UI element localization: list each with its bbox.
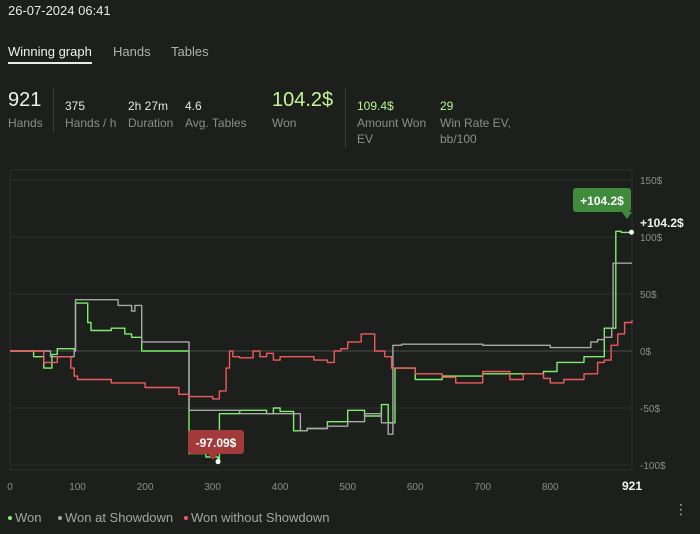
win-rate-ev-label: Win Rate EV, — [440, 116, 511, 130]
session-datetime: 26-07-2024 06:41 — [8, 3, 111, 18]
x-tick-label: 0 — [7, 482, 13, 493]
hands-per-hour-value: 375 — [65, 99, 86, 113]
y-tick-label: 0$ — [640, 347, 652, 358]
legend-won-at-showdown-label: Won at Showdown — [65, 510, 174, 525]
win-rate-ev-value: 29 — [440, 99, 454, 113]
y-tick-label: 100$ — [640, 233, 663, 244]
tab-hands[interactable]: Hands — [113, 44, 151, 59]
legend-won-label: Won — [15, 510, 42, 525]
x-tick-label: 600 — [407, 482, 424, 493]
max-value-label: +104.2$ — [580, 194, 624, 208]
max-point-marker — [629, 229, 634, 235]
active-tab-underline — [8, 62, 92, 64]
x-tick-label: 700 — [474, 482, 491, 493]
legend-won-at-showdown-dot — [58, 515, 62, 520]
min-value-label: -97.09$ — [196, 436, 237, 450]
x-tick-label: 921 — [622, 479, 642, 493]
x-tick-label: 500 — [339, 482, 356, 493]
series-won-without-showdown-line — [10, 320, 633, 400]
min-point-marker — [215, 459, 221, 465]
y-tick-label: 50$ — [640, 290, 657, 301]
min-value-badge — [188, 430, 244, 454]
duration-label: Duration — [128, 116, 174, 130]
max-value-badge-pointer — [622, 212, 632, 219]
x-tick-label: 300 — [204, 482, 221, 493]
duration-value: 2h 27m — [128, 99, 169, 113]
x-tick-label: 100 — [69, 482, 86, 493]
series-won-at-showdown-line — [10, 262, 632, 435]
series-won-line — [10, 230, 633, 463]
avg-tables-label: Avg. Tables — [185, 116, 247, 130]
win-rate-ev-label-2: bb/100 — [440, 132, 477, 146]
hands-label: Hands — [8, 116, 43, 130]
won-label: Won — [272, 116, 297, 130]
won-value: 104.2$ — [272, 89, 334, 111]
amount-won-ev-label: Amount Won — [357, 116, 427, 130]
tab-tables[interactable]: Tables — [171, 44, 209, 59]
amount-won-ev-value: 109.4$ — [357, 99, 394, 113]
end-value-label: +104.2$ — [640, 216, 684, 230]
amount-won-ev-label-2: EV — [357, 132, 374, 146]
stats-divider — [53, 88, 54, 132]
plot-frame — [9, 169, 633, 471]
winning-graph-chart: 150$ 100$ 50$ 0$ -50$ -100$ 0 100 200 300 400 500 60… — [7, 169, 684, 493]
avg-tables-value: 4.6 — [185, 99, 202, 113]
tab-winning-graph[interactable]: Winning graph — [8, 44, 92, 59]
hands-per-hour-label: Hands / h — [65, 116, 117, 130]
x-tick-label: 800 — [542, 482, 559, 493]
legend-won[interactable]: Won — [8, 510, 42, 525]
legend-won-dot — [8, 515, 12, 520]
legend-won-at-showdown[interactable]: Won at Showdown — [58, 510, 173, 525]
legend-won-without-showdown-label: Won without Showdown — [191, 510, 330, 525]
x-tick-label: 200 — [137, 482, 154, 493]
y-tick-label: 150$ — [640, 176, 663, 187]
legend-won-without-showdown[interactable]: Won without Showdown — [184, 510, 330, 525]
hands-value: 921 — [8, 89, 42, 111]
x-tick-label: 400 — [272, 482, 289, 493]
legend-won-without-showdown-dot — [184, 515, 188, 520]
max-value-badge — [573, 188, 631, 212]
more-options-icon[interactable]: ⋮ — [674, 501, 688, 517]
stats-divider-ev — [345, 88, 346, 148]
y-tick-label: -50$ — [640, 404, 660, 415]
min-value-badge-pointer — [208, 454, 218, 460]
y-tick-label: -100$ — [640, 461, 666, 472]
